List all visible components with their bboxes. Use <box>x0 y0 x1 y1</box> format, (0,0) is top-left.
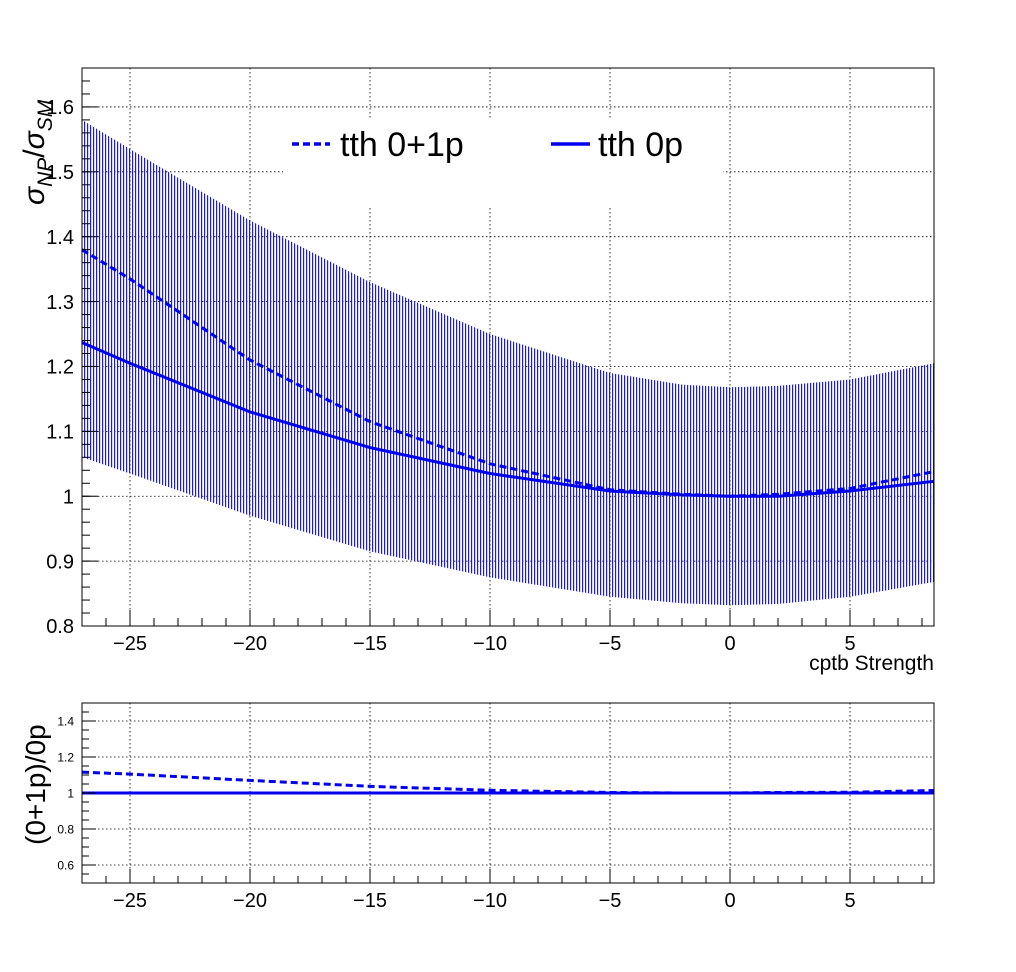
ratio-y-ticks: 0.6 0.8 1 1.2 1.4 <box>57 702 96 884</box>
x-tick-label: −25 <box>113 890 147 912</box>
y-label-sigma-sm: σ <box>18 129 51 149</box>
ratio-series <box>81 770 935 795</box>
y-tick-label: 0.9 <box>46 551 74 573</box>
x-tick-label: 5 <box>844 633 855 655</box>
y-tick-label: 1.6 <box>46 97 74 119</box>
uncertainty-band <box>82 119 934 606</box>
main-y-ticks: 0.8 0.9 1 1.1 1.2 1.3 1.4 1.5 1.6 <box>46 67 98 638</box>
y-label-sigma-np: σ <box>18 185 51 205</box>
series-line-solid <box>81 341 935 498</box>
legend-label-solid: tth 0p <box>598 126 683 164</box>
x-tick-label: −5 <box>599 633 622 655</box>
x-tick-label: −25 <box>113 633 147 655</box>
x-tick-label: −15 <box>353 890 387 912</box>
x-tick-label: −20 <box>233 633 267 655</box>
x-tick-label: −5 <box>599 890 622 912</box>
y-tick-label: 1.3 <box>46 292 74 314</box>
y-label-sub-np: NP <box>34 158 57 187</box>
y-label-sub-sm: SM <box>34 99 57 131</box>
x-tick-label: −10 <box>473 890 507 912</box>
main-x-ticks: −25 −20 −15 −10 −5 0 5 <box>81 610 923 655</box>
y-tick-label: 1.4 <box>46 227 74 249</box>
y-tick-label: 0.6 <box>57 858 74 872</box>
y-tick-label: 1.4 <box>57 714 74 728</box>
y-tick-label: 1.2 <box>46 357 74 379</box>
ratio-panel: −25 −20 −15 −10 −5 0 5 0.6 0.8 1 1.2 1.4 (0+1p)/0p <box>20 702 935 912</box>
ratio-y-axis-label: (0+1p)/0p <box>20 724 51 845</box>
x-axis-label: cptb Strength <box>809 652 934 675</box>
y-label-slash: / <box>18 149 51 158</box>
main-panel: tth 0+1p tth 0p −25 −20 −15 −10 −5 0 5 0.8 0.9 1… <box>18 67 935 675</box>
x-tick-label: 0 <box>724 633 735 655</box>
y-tick-label: 1 <box>63 486 74 508</box>
y-tick-label: 1.5 <box>46 162 74 184</box>
x-tick-label: −20 <box>233 890 267 912</box>
main-frame <box>81 67 935 627</box>
ratio-x-ticks: −25 −20 −15 −10 −5 0 5 <box>81 869 923 912</box>
y-tick-label: 1.1 <box>46 422 74 444</box>
y-tick-label: 1.2 <box>57 750 74 764</box>
x-tick-label: −10 <box>473 633 507 655</box>
main-series <box>81 248 935 498</box>
x-tick-label: 0 <box>724 890 735 912</box>
x-tick-label: 5 <box>844 890 855 912</box>
legend-background <box>283 118 723 206</box>
y-tick-label: 0.8 <box>46 616 74 638</box>
legend-label-dashed: tth 0+1p <box>340 126 464 164</box>
y-axis-label: σNP/σSM <box>18 99 57 205</box>
y-tick-label: 0.8 <box>57 822 74 836</box>
legend: tth 0+1p tth 0p <box>283 118 723 206</box>
x-tick-label: −15 <box>353 633 387 655</box>
y-tick-label: 1 <box>67 786 74 800</box>
